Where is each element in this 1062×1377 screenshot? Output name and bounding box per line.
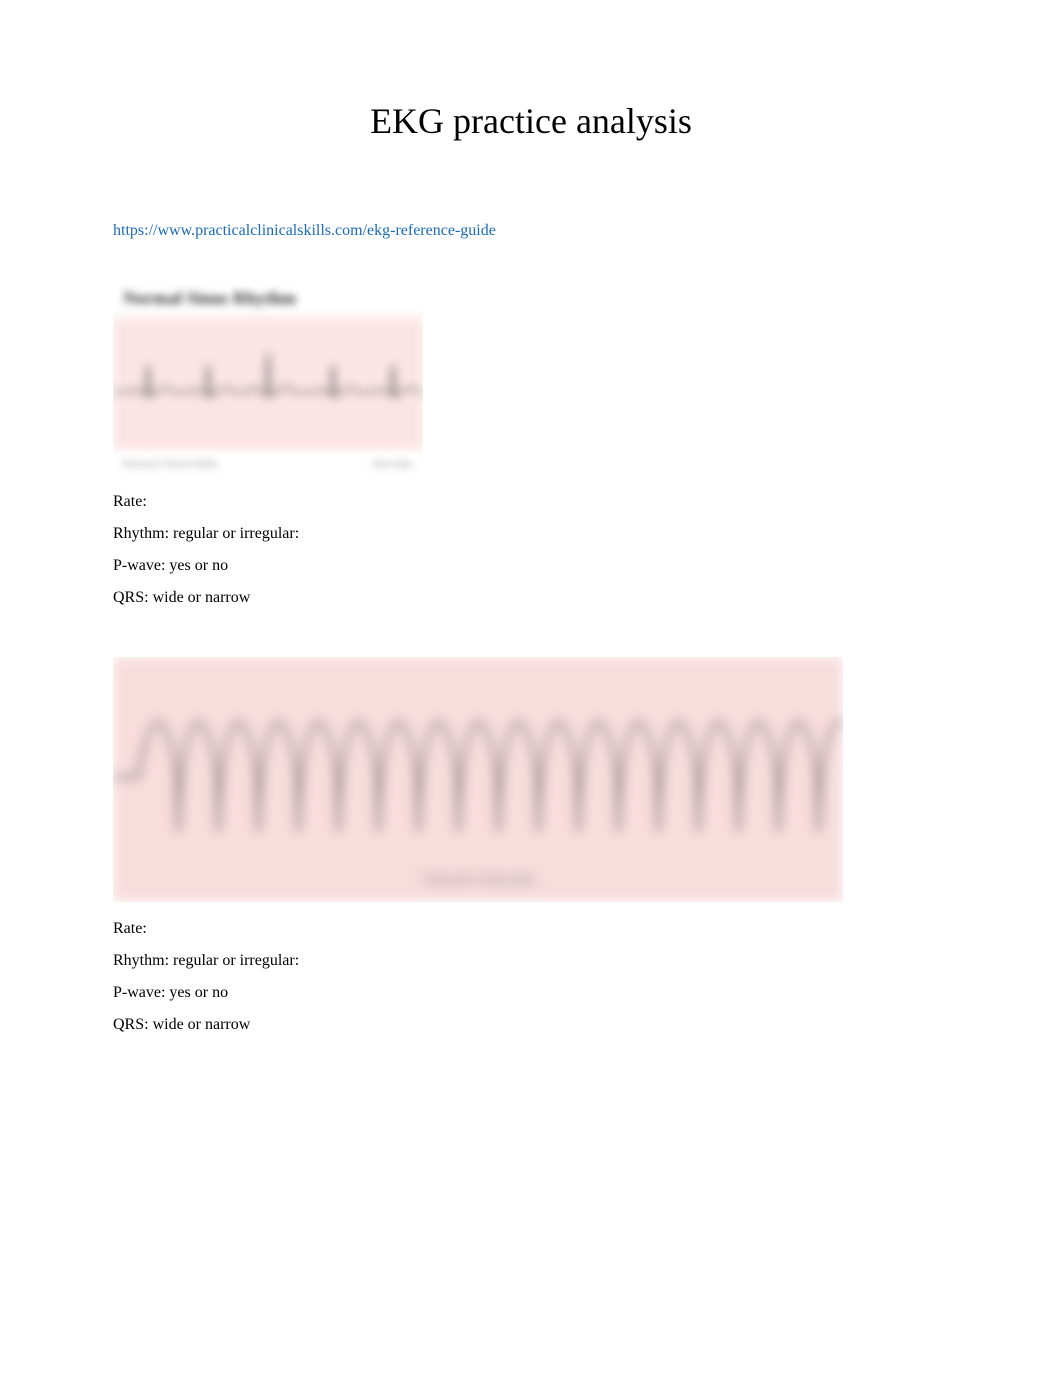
ekg-1-waveform (113, 317, 423, 452)
ekg-2-waveform (113, 657, 843, 902)
ekg-2-grid: Ventricular Tachycardia (113, 657, 843, 902)
ekg-section-2: Ventricular Tachycardia Rate: Rhythm: re… (113, 657, 949, 1034)
document-page: EKG practice analysis https://www.practi… (0, 0, 1062, 1144)
ekg-image-1: Normal Sinus Rhythm Practical Clinical S… (113, 280, 423, 475)
qrs-label-2: QRS: wide or narrow (113, 1016, 949, 1034)
pwave-label-2: P-wave: yes or no (113, 984, 949, 1002)
page-title: EKG practice analysis (113, 100, 949, 142)
ekg-image-2: Ventricular Tachycardia (113, 657, 843, 902)
rate-label-2: Rate: (113, 920, 949, 938)
ekg-1-header: Normal Sinus Rhythm (113, 280, 423, 317)
reference-link[interactable]: https://www.practicalclinicalskills.com/… (113, 222, 949, 240)
rhythm-label-2: Rhythm: regular or irregular: (113, 952, 949, 970)
rhythm-label-1: Rhythm: regular or irregular: (113, 525, 949, 543)
pwave-label-1: P-wave: yes or no (113, 557, 949, 575)
ekg-1-footer-left: Practical Clinical Skills (123, 459, 217, 470)
ekg-section-1: Normal Sinus Rhythm Practical Clinical S… (113, 280, 949, 607)
ekg-1-footer-right: Start Quiz (372, 459, 413, 470)
ekg-1-grid (113, 317, 423, 452)
ekg-2-caption: Ventricular Tachycardia (113, 872, 843, 887)
ekg-1-footer: Practical Clinical Skills Start Quiz (113, 452, 423, 475)
qrs-label-1: QRS: wide or narrow (113, 589, 949, 607)
rate-label-1: Rate: (113, 493, 949, 511)
